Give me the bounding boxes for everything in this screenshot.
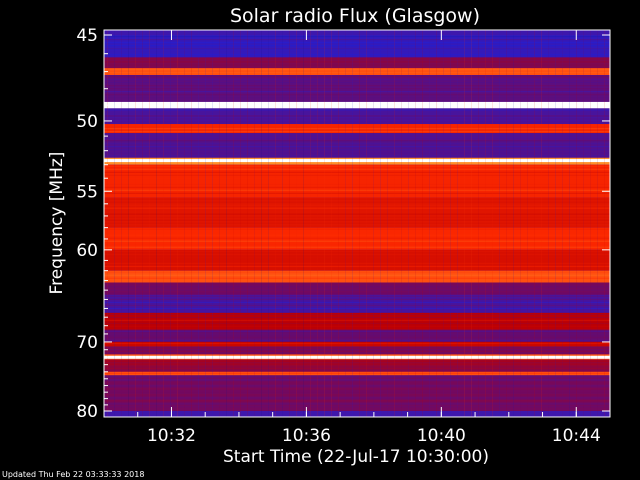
y-axis-label: Frequency [MHz] [47,152,67,295]
spectral-band [104,371,610,376]
update-timestamp: Updated Thu Feb 22 03:33:33 2018 [2,470,145,479]
y-tick-label: 80 [76,402,98,422]
spectral-band [104,124,610,134]
bright-line [104,355,610,359]
spectral-band [104,359,610,372]
spectral-band [104,108,610,125]
spectral-band [104,35,610,58]
spectral-band [104,329,610,342]
spectral-band [104,75,610,102]
spectral-band [104,68,610,76]
spectral-band [104,294,610,313]
plot-frame [103,29,611,418]
y-tick-label: 70 [76,333,98,353]
spectral-band [104,57,610,69]
spectral-band [104,197,610,228]
bright-line [104,159,610,163]
spectral-band [104,270,610,283]
x-axis-label: Start Time (22-Jul-17 10:30:00) [223,447,489,467]
spectral-band [104,249,610,271]
y-tick-label: 45 [76,26,98,46]
spectral-band [104,375,610,411]
x-axis: 10:32 10:36 10:40 10:44 [137,30,601,446]
spectral-band [104,312,610,330]
time-streaks [107,30,605,417]
bright-line [104,102,610,106]
y-axis: 45 50 55 60 70 80 [76,26,610,422]
x-tick-label: 10:40 [417,426,466,446]
plot-area [104,30,610,417]
x-tick-label: 10:36 [282,426,331,446]
spectral-band [104,164,610,198]
y-tick-label: 55 [76,182,98,202]
x-tick-label: 10:44 [552,426,601,446]
spectral-band [104,282,610,295]
spectral-band [104,133,610,158]
spectral-band [104,341,610,347]
y-tick-label: 50 [76,112,98,132]
spectral-band [104,346,610,355]
x-tick-label: 10:32 [147,426,196,446]
y-tick-label: 60 [76,241,98,261]
chart-title: Solar radio Flux (Glasgow) [230,5,480,27]
spectral-band [104,227,610,250]
